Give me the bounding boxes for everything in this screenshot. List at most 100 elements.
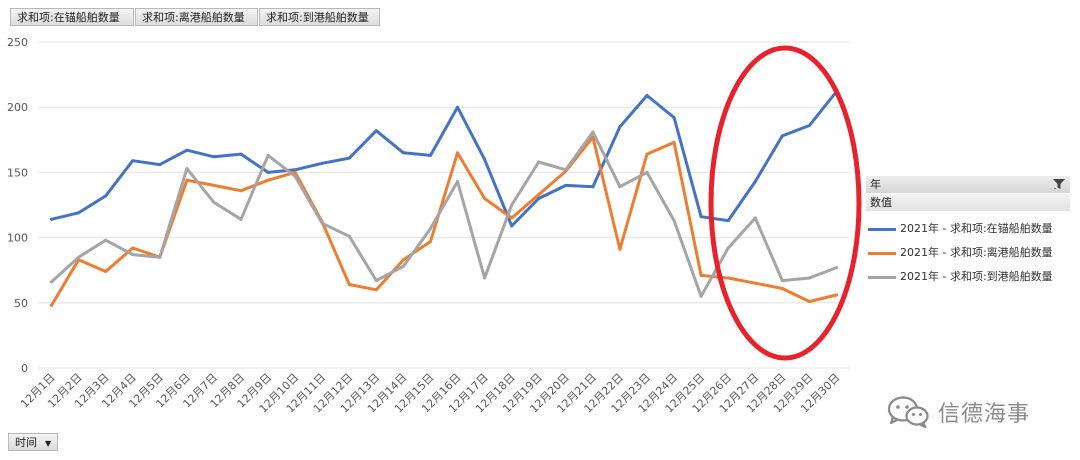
legend-header-values: 数值 xyxy=(866,194,1070,211)
data-point xyxy=(266,178,270,182)
dropdown-arrow-icon: ▼ xyxy=(45,439,52,448)
legend-header-values-label: 数值 xyxy=(870,196,892,209)
data-point xyxy=(347,156,351,160)
watermark: 信德海事 xyxy=(886,394,1030,430)
field-button-anchored[interactable]: 求和项:在锚船舶数量 xyxy=(10,8,134,26)
legend-swatch-departed xyxy=(868,252,896,255)
data-point xyxy=(104,194,108,198)
data-point xyxy=(564,168,568,172)
data-point xyxy=(726,246,730,250)
data-point xyxy=(618,185,622,189)
y-tick-label: 100 xyxy=(7,232,28,245)
data-point xyxy=(591,130,595,134)
series-lines xyxy=(50,90,838,307)
data-point xyxy=(239,217,243,221)
data-point xyxy=(212,200,216,204)
data-point xyxy=(807,276,811,280)
data-point xyxy=(726,276,730,280)
legend-label-departed: 2021年 - 求和项:离港船舶数量 xyxy=(900,246,1053,259)
data-point xyxy=(158,163,162,167)
data-point xyxy=(780,287,784,290)
data-point xyxy=(374,288,378,292)
data-point xyxy=(374,279,378,283)
legend-label-anchored: 2021年 - 求和项:在锚船舶数量 xyxy=(900,222,1053,235)
data-point xyxy=(320,161,324,165)
legend-item-departed: 2021年 - 求和项:离港船舶数量 xyxy=(866,241,1070,265)
data-point xyxy=(537,197,541,200)
highlight-ellipse xyxy=(708,45,862,361)
data-point xyxy=(104,270,108,273)
watermark-text: 信德海事 xyxy=(938,402,1031,427)
data-point xyxy=(672,219,676,223)
field-button-arrived[interactable]: 求和项:到港船舶数量 xyxy=(259,8,380,26)
legend-swatch-arrived xyxy=(868,276,896,279)
data-point xyxy=(537,160,541,164)
y-tick-label: 0 xyxy=(21,362,28,375)
data-point xyxy=(50,280,53,284)
y-tick-label: 50 xyxy=(14,297,28,310)
data-point xyxy=(401,264,405,268)
data-point xyxy=(591,185,595,189)
data-point xyxy=(401,258,405,262)
wechat-logo-icon xyxy=(887,396,929,429)
y-tick-label: 200 xyxy=(7,101,28,114)
gridlines xyxy=(38,41,850,369)
data-point xyxy=(699,294,703,298)
data-point xyxy=(807,124,811,127)
data-point xyxy=(564,183,568,187)
data-point xyxy=(483,157,487,161)
data-point xyxy=(456,151,459,155)
data-point xyxy=(429,153,432,157)
data-point xyxy=(212,183,216,187)
data-point xyxy=(131,246,135,250)
data-point xyxy=(780,279,784,283)
data-point xyxy=(645,170,649,174)
data-point xyxy=(835,266,838,270)
data-point xyxy=(780,134,784,138)
data-point xyxy=(239,152,243,156)
legend-list: 2021年 - 求和项:在锚船舶数量 2021年 - 求和项:离港船舶数量 20… xyxy=(866,217,1070,289)
data-point xyxy=(185,167,189,170)
data-point xyxy=(212,155,216,159)
data-point xyxy=(293,168,297,172)
data-point xyxy=(320,221,324,225)
legend-item-anchored: 2021年 - 求和项:在锚船舶数量 xyxy=(866,217,1070,241)
data-point xyxy=(483,276,487,280)
filter-icon[interactable] xyxy=(1052,178,1066,190)
data-point xyxy=(618,125,622,129)
data-point xyxy=(672,140,676,144)
data-point xyxy=(185,178,189,182)
legend-swatch-anchored xyxy=(868,228,896,231)
data-point xyxy=(266,153,270,157)
data-point xyxy=(293,170,297,174)
field-button-departed[interactable]: 求和项:离港船舶数量 xyxy=(135,8,258,26)
data-point xyxy=(645,152,649,156)
data-point xyxy=(50,303,53,307)
data-point xyxy=(266,170,270,174)
legend-label-arrived: 2021年 - 求和项:到港船舶数量 xyxy=(900,270,1053,283)
data-point xyxy=(104,238,108,242)
data-point xyxy=(537,193,541,197)
series-line-0 xyxy=(50,90,838,228)
data-point xyxy=(699,273,703,277)
data-point xyxy=(510,203,514,207)
data-point xyxy=(807,300,811,303)
data-point xyxy=(483,197,487,200)
series-line-1 xyxy=(50,135,838,307)
legend-header-year-label: 年 xyxy=(870,178,881,191)
data-point xyxy=(50,217,53,221)
data-point xyxy=(456,105,459,109)
data-point xyxy=(835,293,838,297)
data-point xyxy=(131,159,135,163)
legend-header-year[interactable]: 年 xyxy=(866,176,1070,193)
data-point xyxy=(429,240,432,243)
data-point xyxy=(77,255,81,259)
data-point xyxy=(185,148,189,152)
data-point xyxy=(158,255,162,259)
data-point xyxy=(239,189,243,193)
data-point xyxy=(401,151,405,155)
axis-field-button-time[interactable]: 时间 ▼ xyxy=(8,433,59,451)
data-point xyxy=(645,94,649,97)
axis-field-label: 时间 xyxy=(15,436,37,449)
